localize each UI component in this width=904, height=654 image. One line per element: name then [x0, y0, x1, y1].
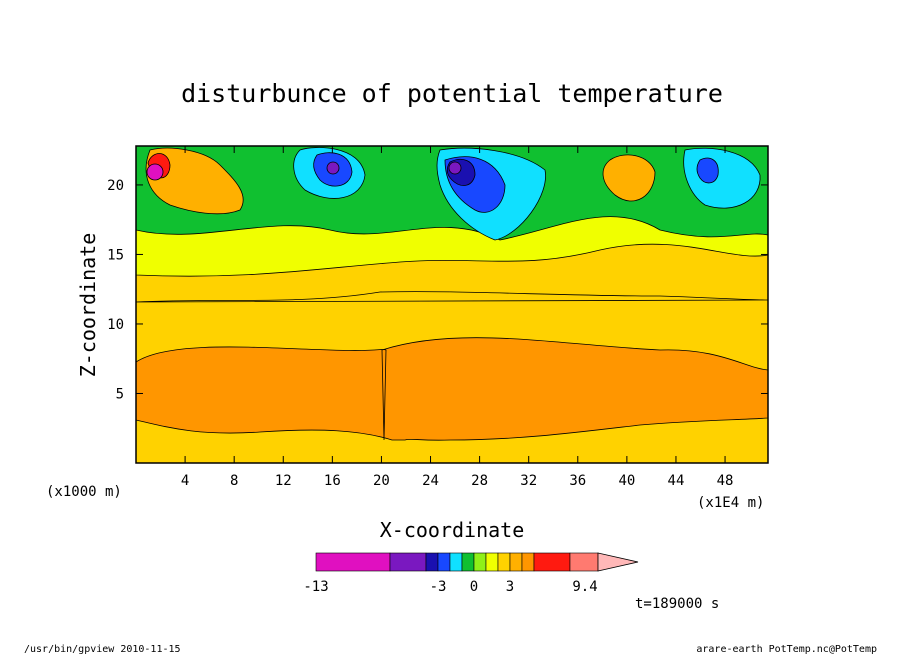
x-tick-label: 20	[373, 473, 390, 489]
field-warm-right	[602, 154, 656, 202]
y-tick-label: 20	[107, 178, 124, 194]
colorbar-segment	[533, 552, 571, 572]
colorbar-segment	[497, 552, 511, 572]
field-trough-a	[326, 161, 340, 175]
x-tick-label: 16	[324, 473, 341, 489]
colorbar-label: 9.4	[572, 579, 597, 595]
colorbar-segment	[473, 552, 487, 572]
plot-frame	[135, 145, 769, 464]
y-axis-title: Z-coordinate	[76, 233, 100, 378]
colorbar-label: 0	[470, 579, 478, 595]
x-tick-label: 24	[422, 473, 439, 489]
x-axis-title: X-coordinate	[380, 518, 525, 542]
x-tick-label: 32	[520, 473, 537, 489]
colorbar-segment	[509, 552, 523, 572]
time-annotation: t=189000 s	[635, 596, 719, 612]
y-tick-label: 5	[116, 386, 124, 402]
colorbar-segment	[425, 552, 439, 572]
x-unit-label: (x1E4 m)	[697, 495, 764, 511]
colorbar-extend	[597, 552, 639, 572]
colorbar-labels: -13 -3 0 3 9.4	[303, 579, 597, 595]
x-tick-label: 36	[569, 473, 586, 489]
colorbar-segment	[449, 552, 463, 572]
field-warm-left	[145, 147, 244, 215]
field-blue-c	[696, 157, 719, 184]
z-unit-label: (x1000 m)	[46, 484, 122, 500]
colorbar-segment	[315, 552, 391, 572]
contour-line-upper	[136, 291, 768, 303]
x-axis: 4 8 12 16 20 24 28 32 36 40 44 48	[181, 146, 734, 489]
x-tick-label: 48	[717, 473, 734, 489]
y-tick-label: 15	[107, 247, 124, 263]
colorbar-segment	[569, 552, 599, 572]
footer-right: arare-earth_PotTemp.nc@PotTemp	[696, 644, 877, 654]
x-tick-label: 8	[230, 473, 238, 489]
x-tick-label: 4	[181, 473, 189, 489]
colorbar	[315, 552, 639, 572]
colorbar-segment	[437, 552, 451, 572]
field-trough-b	[448, 161, 462, 175]
colorbar-label: -13	[303, 579, 328, 595]
y-tick-label: 10	[107, 317, 124, 333]
plot-area	[136, 146, 768, 463]
colorbar-label: -3	[430, 579, 447, 595]
colorbar-segment	[461, 552, 475, 572]
footer-left: /usr/bin/gpview 2010-11-15	[24, 644, 181, 654]
x-tick-label: 28	[471, 473, 488, 489]
x-tick-label: 44	[668, 473, 685, 489]
field-orange	[136, 337, 768, 441]
colorbar-segment	[389, 552, 427, 572]
colorbar-label: 3	[506, 579, 514, 595]
x-tick-label: 40	[618, 473, 635, 489]
y-axis: 5 10 15 20	[107, 178, 768, 402]
x-tick-label: 12	[275, 473, 292, 489]
colorbar-segment	[485, 552, 499, 572]
chart-title: disturbunce of potential temperature	[181, 79, 723, 108]
field-peak-left	[146, 163, 164, 181]
colorbar-segment	[521, 552, 535, 572]
